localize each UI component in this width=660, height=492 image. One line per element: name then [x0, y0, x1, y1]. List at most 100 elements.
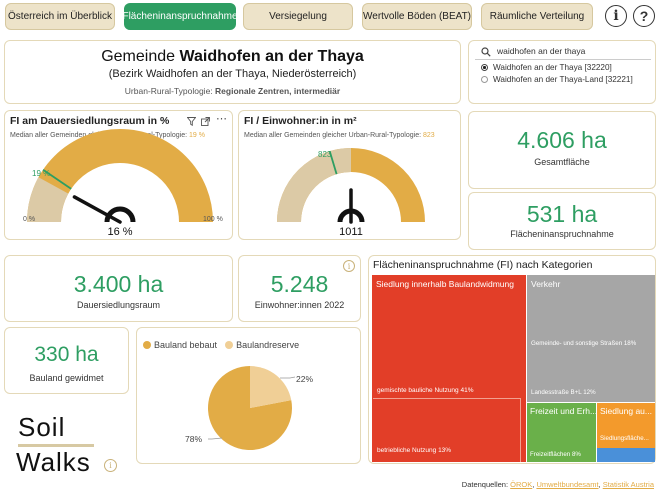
treemap-siedlung-innerhalb[interactable]: Siedlung innerhalb Baulandwidmung — [372, 275, 526, 462]
typology-value: Regionale Zentren, intermediär — [215, 86, 341, 96]
legend-item-reserve[interactable]: Baulandreserve — [225, 340, 299, 350]
pie-leader-bebaut — [208, 437, 223, 440]
municipality-search-slicer: waidhofen an der thaya Waidhofen an der … — [468, 40, 656, 104]
gauge1-median-label: 19 % — [32, 169, 51, 178]
search-option-1[interactable]: Waidhofen an der Thaya [32220] — [481, 63, 612, 72]
gauge2-title: FI / Einwohner:in in m² — [244, 115, 357, 127]
municipality-header: Gemeinde Waidhofen an der Thaya (Bezirk … — [4, 40, 461, 104]
search-icon — [481, 47, 491, 57]
tab-versiegelung[interactable]: Versiegelung — [243, 3, 353, 30]
gauge1-value-label: 16 % — [107, 226, 133, 238]
page-title: Gemeinde Waidhofen an der Thaya — [5, 48, 460, 66]
tab-wertvolle-boeden[interactable]: Wertvolle Böden (BEAT) — [362, 3, 472, 30]
kpi-label: Dauersiedlungsraum — [76, 300, 161, 310]
treemap-label: Siedlung innerhalb Baulandwidmung — [376, 279, 514, 289]
treemap-label: Freizeitflächen 8% — [530, 451, 581, 458]
more-options-icon[interactable]: ⋯ — [216, 113, 227, 125]
option-label: Waidhofen an der Thaya-Land [32221] — [493, 75, 633, 84]
gauge2-median-value: 823 — [423, 132, 435, 139]
tab-flaecheninanspruchnahme[interactable]: Flächeninanspruchnahme — [122, 3, 238, 30]
kpi-value: 4.606 ha — [517, 127, 607, 153]
gauge2-subtitle: Median aller Gemeinden gleicher Urban-Ru… — [244, 132, 435, 139]
gauge2-median-label: 823 — [318, 150, 332, 159]
kpi-value: 3.400 ha — [73, 271, 164, 297]
typology-line: Urban-Rural-Typologie: Regionale Zentren… — [5, 86, 460, 96]
kpi-value: 531 ha — [526, 201, 598, 227]
radio-selected-icon — [481, 64, 488, 71]
soilwalks-logo: Soil Walks i — [14, 412, 117, 477]
legend-label-reserve: Baulandreserve — [236, 340, 300, 350]
treemap-label: Gemeinde- und sonstige Straßen 18% — [531, 340, 637, 347]
legend-item-bebaut[interactable]: Bauland bebaut — [143, 340, 217, 350]
search-input[interactable]: waidhofen an der thaya — [497, 46, 586, 56]
pie-slice-reserve[interactable] — [250, 366, 292, 408]
kpi-value: 5.248 — [270, 271, 329, 297]
gauge1-min-label: 0 % — [23, 216, 36, 223]
gauge-fi-per-capita-card: FI / Einwohner:in in m² Median aller Gem… — [238, 110, 461, 240]
logo-info-icon[interactable]: i — [104, 459, 117, 472]
logo-line2: Walks — [16, 447, 91, 477]
kpi-label: Einwohner:innen 2022 — [254, 300, 345, 310]
treemap-label: Landesstraße B+L 12% — [531, 389, 596, 396]
treemap-label: Freizeit und Erh... — [530, 406, 596, 416]
focus-mode-icon[interactable] — [201, 117, 210, 126]
treemap-freizeit[interactable]: Freizeit und Erh... Freizeitflächen 8% — [527, 403, 596, 462]
title-prefix: Gemeinde — [101, 48, 176, 65]
legend-swatch-reserve — [225, 341, 234, 349]
kpi-gesamtflaeche: 4.606 ha Gesamtfläche — [468, 111, 656, 189]
legend-label-bebaut: Bauland bebaut — [154, 340, 218, 350]
district-line: (Bezirk Waidhofen an der Thaya, Niederös… — [108, 68, 357, 80]
gauge2-needle-hub — [337, 208, 365, 223]
gauge1-needle — [72, 195, 122, 224]
tab-oesterreich[interactable]: Österreich im Überblick — [5, 3, 115, 30]
gauge2-value-label: 1011 — [339, 226, 363, 238]
gauge2-subtitle-text: Median aller Gemeinden gleicher Urban-Ru… — [244, 132, 422, 139]
municipality-name: Waidhofen an der Thaya — [179, 48, 364, 65]
pie-leader-reserve — [280, 376, 296, 379]
gauge1-title: FI am Dauersiedlungsraum in % — [10, 115, 170, 127]
gauge1-fill — [27, 177, 69, 223]
kpi-bauland: 330 ha Bauland gewidmet — [4, 327, 129, 394]
fi-categories-treemap-card: Flächeninanspruchnahme (FI) nach Kategor… — [368, 255, 656, 464]
search-box[interactable]: waidhofen an der thaya — [475, 45, 651, 60]
gauge1-needle-hub — [104, 206, 136, 223]
search-option-2[interactable]: Waidhofen an der Thaya-Land [32221] — [481, 75, 633, 84]
kpi-label: Bauland gewidmet — [29, 373, 104, 383]
kpi-einwohner: i 5.248 Einwohner:innen 2022 — [238, 255, 361, 322]
treemap-sonstige[interactable] — [597, 448, 655, 462]
info-icon[interactable]: i — [605, 5, 627, 27]
pie-label-bebaut: 78% — [185, 434, 203, 444]
pie-label-reserve: 22% — [296, 374, 314, 384]
gauge2-fill — [277, 148, 352, 223]
sources-label: Datenquellen: — [461, 480, 509, 489]
treemap-gemischt[interactable]: gemischte bauliche Nutzung 41% — [373, 384, 525, 398]
gauge1-chart — [27, 129, 213, 224]
gauge-fi-dsr-card: FI am Dauersiedlungsraum in % ⋯ Median a… — [4, 110, 233, 240]
gauge1-max-label: 100 % — [203, 216, 223, 223]
data-sources: Datenquellen: ÖROK, Umweltbundesamt, Sta… — [461, 480, 654, 489]
treemap-betrieblich[interactable]: betriebliche Nutzung 13% — [373, 398, 521, 462]
source-link-oerok[interactable]: ÖROK — [510, 480, 533, 489]
kpi-label: Flächeninanspruchnahme — [510, 229, 614, 239]
radio-unselected-icon — [481, 76, 488, 83]
help-icon[interactable]: ? — [633, 5, 655, 27]
option-label: Waidhofen an der Thaya [32220] — [493, 63, 612, 72]
treemap-label: gemischte bauliche Nutzung 41% — [377, 387, 474, 394]
kpi-label: Gesamtfläche — [534, 157, 590, 167]
kpi-flaecheninanspruchnahme: 531 ha Flächeninanspruchnahme — [468, 192, 656, 250]
gauge1-median-value: 19 % — [189, 132, 205, 139]
info-icon[interactable]: i — [343, 260, 355, 272]
source-link-statistik-austria[interactable]: Statistik Austria — [602, 480, 654, 489]
pie-legend: Bauland bebaut Baulandreserve — [143, 340, 299, 350]
gauge2-chart — [277, 148, 425, 224]
pie-chart — [208, 366, 296, 450]
filter-icon[interactable] — [187, 117, 196, 126]
treemap-title: Flächeninanspruchnahme (FI) nach Kategor… — [373, 259, 593, 271]
tab-raeumliche-verteilung[interactable]: Räumliche Verteilung — [481, 3, 593, 30]
treemap-verkehr[interactable]: Verkehr Gemeinde- und sonstige Straßen 1… — [527, 275, 655, 402]
legend-swatch-bebaut — [143, 341, 151, 349]
logo-line1: Soil — [18, 412, 66, 442]
source-link-umweltbundesamt[interactable]: Umweltbundesamt — [536, 480, 599, 489]
gauge2-median-marker — [328, 150, 338, 175]
gauge1-median-marker — [42, 168, 72, 190]
